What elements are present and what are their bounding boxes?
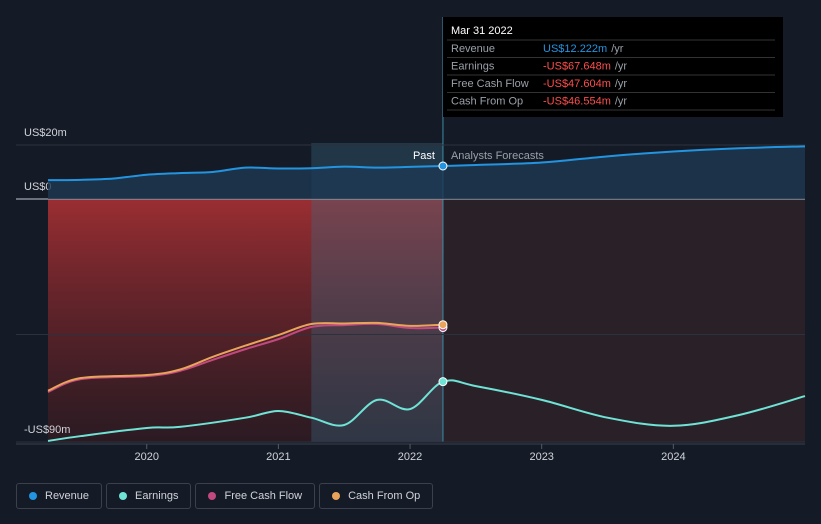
tooltip-value: US$12.222m/yr xyxy=(543,43,624,55)
tooltip-value-number: US$12.222m xyxy=(543,43,607,55)
tooltip-label: Revenue xyxy=(451,43,495,55)
tooltip-unit: /yr xyxy=(615,78,628,90)
legend-swatch xyxy=(208,492,217,500)
tooltip-value: -US$47.604m/yr xyxy=(543,78,627,90)
series-line xyxy=(47,321,443,392)
legend-label: Cash From Op xyxy=(348,490,421,502)
tooltip: Mar 31 2022 Revenue US$12.222m/yr Earnings -… xyxy=(443,17,783,117)
x-tick-label: 2024 xyxy=(661,451,685,463)
tooltip-unit: /yr xyxy=(611,43,624,55)
forecast-label: Analysts Forecasts xyxy=(451,150,544,162)
marker xyxy=(438,377,448,387)
x-tick-label: 2020 xyxy=(134,451,158,463)
legend-item[interactable]: Cash From Op xyxy=(319,483,434,509)
tooltip-label: Cash From Op xyxy=(451,95,523,107)
chart: US$20m US$0 -US$90m 2020 2021 2022 2023 2024 Pas… xyxy=(16,17,806,463)
tooltip-value-number: -US$67.648m xyxy=(543,60,611,72)
y-tick-label: -US$90m xyxy=(24,424,70,436)
tooltip-value-number: -US$47.604m xyxy=(543,78,611,90)
legend-swatch xyxy=(29,492,37,500)
y-tick-label: US$20m xyxy=(24,127,67,139)
legend-item[interactable]: Earnings xyxy=(106,483,192,509)
tooltip-value-number: -US$46.554m xyxy=(543,95,611,107)
forecast-negative-area xyxy=(442,199,805,442)
legend-label: Free Cash Flow xyxy=(224,490,303,502)
legend-label: Revenue xyxy=(45,490,90,502)
tooltip-label: Earnings xyxy=(451,60,495,72)
series-line xyxy=(47,322,443,393)
tooltip-value: -US$67.648m/yr xyxy=(543,60,627,72)
legend: Revenue Earnings Free Cash Flow Cash From O… xyxy=(16,483,434,509)
tooltip-label: Free Cash Flow xyxy=(451,78,529,90)
legend-swatch xyxy=(119,492,128,500)
past-label: Past xyxy=(413,150,435,162)
x-tick-label: 2022 xyxy=(398,451,422,463)
y-tick-label: US$0 xyxy=(24,181,52,193)
revenue-area xyxy=(48,146,805,199)
past-negative-area xyxy=(48,199,443,442)
tooltip-unit: /yr xyxy=(615,60,628,72)
series-line xyxy=(47,145,806,182)
tooltip-box xyxy=(443,17,783,117)
series-line xyxy=(47,379,806,442)
tooltip-date: Mar 31 2022 xyxy=(451,25,513,37)
legend-label: Earnings xyxy=(135,490,179,502)
legend-swatch xyxy=(332,492,341,500)
legend-item[interactable]: Free Cash Flow xyxy=(195,483,316,509)
tooltip-value: -US$46.554m/yr xyxy=(543,95,627,107)
x-tick-label: 2021 xyxy=(266,451,290,463)
x-tick-label: 2023 xyxy=(529,451,553,463)
tooltip-unit: /yr xyxy=(615,95,628,107)
marker xyxy=(438,161,448,171)
legend-item[interactable]: Revenue xyxy=(16,483,103,509)
marker xyxy=(438,320,448,330)
